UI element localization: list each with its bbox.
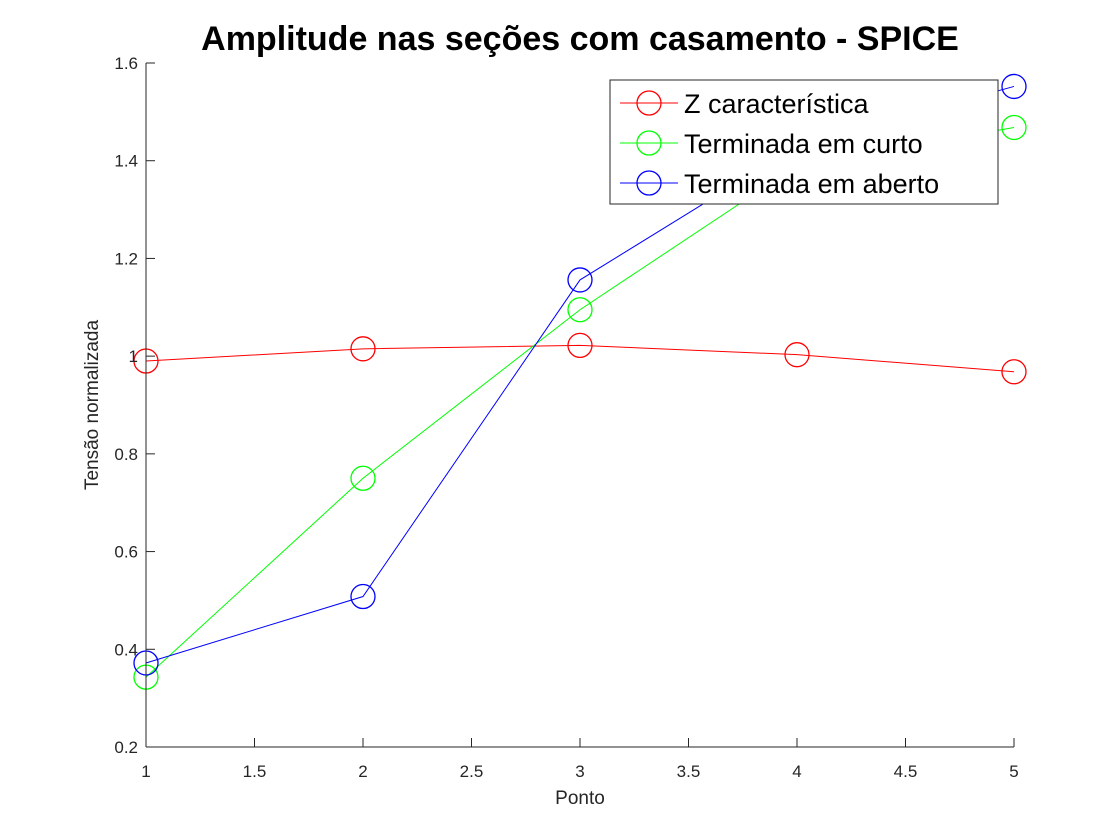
legend-label: Z característica bbox=[684, 89, 870, 119]
y-tick-label: 1 bbox=[129, 347, 138, 366]
legend-marker bbox=[636, 130, 662, 156]
x-tick-label: 3 bbox=[575, 762, 584, 781]
x-tick-label: 2 bbox=[358, 762, 367, 781]
x-tick-label: 4 bbox=[792, 762, 801, 781]
x-tick-label: 3.5 bbox=[677, 762, 701, 781]
data-point bbox=[1001, 73, 1027, 100]
y-tick-label: 1.2 bbox=[114, 249, 138, 268]
data-point bbox=[784, 342, 810, 368]
y-tick-label: 0.8 bbox=[114, 445, 138, 464]
x-axis-label: Ponto bbox=[555, 788, 605, 809]
data-point bbox=[567, 267, 593, 293]
data-point bbox=[350, 465, 376, 491]
y-tick-label: 0.6 bbox=[114, 543, 138, 562]
y-tick-label: 1.4 bbox=[114, 152, 138, 171]
legend-marker bbox=[636, 170, 662, 196]
x-tick-label: 4.5 bbox=[894, 762, 918, 781]
x-tick-label: 2.5 bbox=[460, 762, 484, 781]
x-tick-label: 1.5 bbox=[243, 762, 267, 781]
y-tick-label: 1.6 bbox=[114, 54, 138, 73]
data-point bbox=[350, 336, 376, 362]
legend-item: Terminada em aberto bbox=[620, 169, 939, 199]
data-point bbox=[350, 583, 376, 610]
legend: Z característica Terminada em curto Termin… bbox=[609, 79, 999, 205]
legend-item: Z característica bbox=[620, 89, 870, 119]
legend-label: Terminada em curto bbox=[684, 129, 923, 159]
x-axis-ticks: 1 1.5 2 2.5 3 3.5 4 4.5 5 bbox=[141, 738, 1019, 781]
x-tick-label: 5 bbox=[1009, 762, 1018, 781]
data-point bbox=[1001, 114, 1027, 141]
legend-label: Terminada em aberto bbox=[684, 169, 939, 199]
chart-title: Amplitude nas seções com casamento - SPI… bbox=[201, 20, 959, 58]
series-line bbox=[145, 344, 1015, 373]
legend-marker bbox=[636, 90, 662, 116]
y-axis-ticks: 0.2 0.4 0.6 0.8 1 1.2 1.4 1.6 bbox=[114, 54, 155, 757]
data-point bbox=[567, 332, 593, 359]
legend-item: Terminada em curto bbox=[620, 129, 923, 159]
y-axis-label: Tensão normalizada bbox=[82, 320, 103, 490]
data-point bbox=[1001, 359, 1027, 385]
data-point bbox=[567, 297, 593, 323]
y-tick-label: 0.2 bbox=[114, 738, 138, 757]
y-tick-label: 0.4 bbox=[114, 640, 138, 659]
x-tick-label: 1 bbox=[141, 762, 150, 781]
